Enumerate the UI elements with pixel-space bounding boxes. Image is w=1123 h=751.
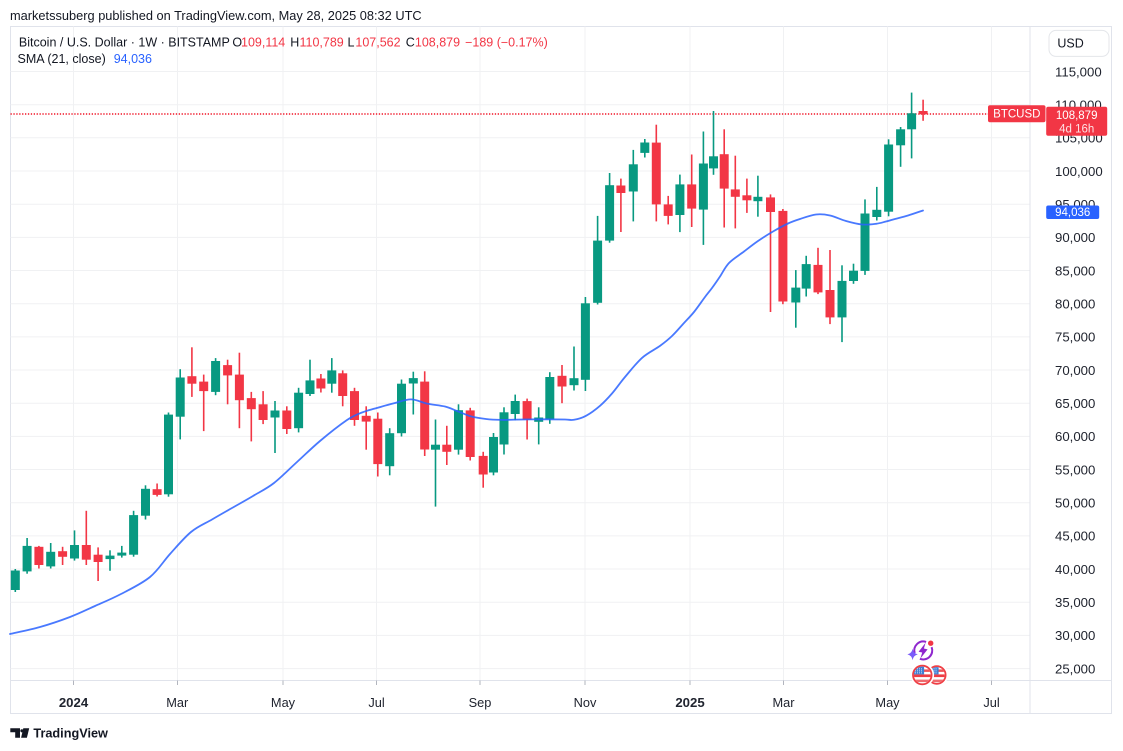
- svg-text:94,036: 94,036: [1055, 207, 1090, 219]
- svg-text:USD: USD: [1057, 37, 1083, 51]
- svg-text:60,000: 60,000: [1055, 429, 1095, 444]
- svg-text:115,000: 115,000: [1055, 64, 1102, 79]
- svg-text:4d 16h: 4d 16h: [1059, 124, 1094, 136]
- svg-text:Mar: Mar: [166, 695, 189, 710]
- svg-text:25,000: 25,000: [1055, 661, 1095, 676]
- svg-text:TradingView: TradingView: [33, 726, 108, 740]
- svg-text:2025: 2025: [675, 695, 704, 710]
- svg-text:65,000: 65,000: [1055, 396, 1095, 411]
- svg-text:35,000: 35,000: [1055, 595, 1095, 610]
- svg-text:100,000: 100,000: [1055, 164, 1103, 179]
- svg-text:May: May: [875, 695, 900, 710]
- svg-text:marketssuberg published on Tra: marketssuberg published on TradingView.c…: [10, 8, 422, 23]
- svg-text:90,000: 90,000: [1055, 230, 1095, 245]
- svg-text:50,000: 50,000: [1055, 496, 1095, 511]
- svg-text:55,000: 55,000: [1055, 462, 1095, 477]
- svg-text:SMA (21, close)94,036: SMA (21, close) 94,036: [18, 52, 152, 66]
- svg-text:45,000: 45,000: [1055, 529, 1095, 544]
- svg-text:Sep: Sep: [469, 695, 492, 710]
- svg-text:2024: 2024: [59, 695, 89, 710]
- svg-text:Mar: Mar: [772, 695, 795, 710]
- svg-text:Bitcoin / U.S. Dollar · 1W · B: Bitcoin / U.S. Dollar · 1W · BITSTAMP O10…: [19, 36, 548, 50]
- svg-text:40,000: 40,000: [1055, 562, 1095, 577]
- svg-text:85,000: 85,000: [1055, 263, 1095, 278]
- svg-text:75,000: 75,000: [1055, 330, 1095, 345]
- svg-text:Jul: Jul: [983, 695, 999, 710]
- svg-text:BTCUSD: BTCUSD: [993, 109, 1040, 121]
- svg-text:70,000: 70,000: [1055, 363, 1095, 378]
- svg-text:108,879: 108,879: [1056, 110, 1098, 122]
- svg-text:Jul: Jul: [368, 695, 384, 710]
- svg-text:Nov: Nov: [574, 695, 597, 710]
- svg-text:May: May: [271, 695, 296, 710]
- svg-text:80,000: 80,000: [1055, 297, 1095, 312]
- svg-text:30,000: 30,000: [1055, 628, 1095, 643]
